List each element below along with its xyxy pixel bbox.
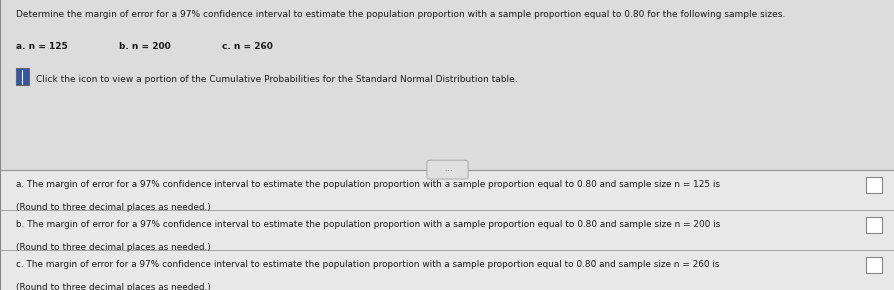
Text: (Round to three decimal places as needed.): (Round to three decimal places as needed…: [16, 243, 211, 252]
Text: Determine the margin of error for a 97% confidence interval to estimate the popu: Determine the margin of error for a 97% …: [16, 10, 784, 19]
Text: a. The margin of error for a 97% confidence interval to estimate the population : a. The margin of error for a 97% confide…: [16, 180, 720, 189]
Text: …: …: [443, 164, 451, 173]
Text: c. n = 260: c. n = 260: [222, 42, 273, 51]
Bar: [0, 0, 894, 170]
Bar: [865, 257, 881, 273]
Bar: [16, 68, 29, 85]
Bar: [865, 217, 881, 233]
Text: (Round to three decimal places as needed.): (Round to three decimal places as needed…: [16, 203, 211, 212]
Text: b. n = 200: b. n = 200: [119, 42, 171, 51]
FancyBboxPatch shape: [426, 160, 468, 179]
Text: b. The margin of error for a 97% confidence interval to estimate the population : b. The margin of error for a 97% confide…: [16, 220, 720, 229]
Text: Click the icon to view a portion of the Cumulative Probabilities for the Standar: Click the icon to view a portion of the …: [36, 75, 517, 84]
Text: a. n = 125: a. n = 125: [16, 42, 68, 51]
Text: c. The margin of error for a 97% confidence interval to estimate the population : c. The margin of error for a 97% confide…: [16, 260, 719, 269]
Text: (Round to three decimal places as needed.): (Round to three decimal places as needed…: [16, 283, 211, 290]
Bar: [0, 170, 894, 290]
Bar: [865, 177, 881, 193]
